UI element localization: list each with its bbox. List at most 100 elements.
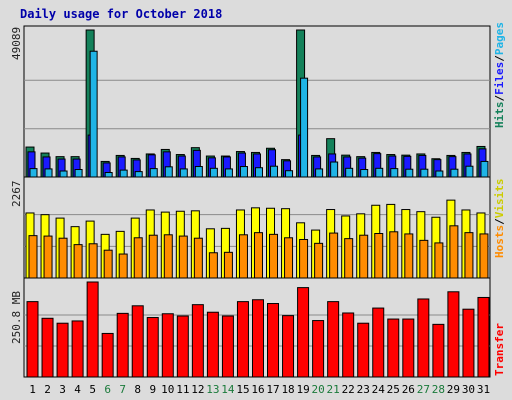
bar-hosts-day-30 xyxy=(464,232,474,279)
bar-transfer-day-18 xyxy=(282,315,295,378)
bar-transfer-day-25 xyxy=(387,318,400,378)
bar-transfer-day-29 xyxy=(447,291,460,378)
day-label-21: 21 xyxy=(327,383,340,396)
day-label-13: 13 xyxy=(206,383,219,396)
bar-transfer-day-28 xyxy=(432,323,445,378)
day-label-3: 3 xyxy=(59,383,66,396)
bar-pages-day-22 xyxy=(345,167,354,178)
bar-pages-day-11 xyxy=(179,168,188,178)
day-label-28: 28 xyxy=(432,383,445,396)
day-label-29: 29 xyxy=(447,383,460,396)
bar-hosts-day-11 xyxy=(178,235,188,279)
bar-hosts-day-26 xyxy=(404,233,414,279)
day-label-20: 20 xyxy=(312,383,325,396)
bar-pages-day-15 xyxy=(239,166,248,178)
day-axis-labels: 1 2 3 4 5 6 7 8 9 10 11 12 13 14 15 16 17 18 19 20 21 22 23 24 2… xyxy=(29,383,490,396)
bar-transfer-day-12 xyxy=(191,304,204,378)
bar-hosts-day-1 xyxy=(28,235,38,279)
day-label-24: 24 xyxy=(372,383,386,396)
bottom-panel-bars xyxy=(26,281,490,378)
day-label-22: 22 xyxy=(342,383,355,396)
bar-transfer-day-6 xyxy=(101,332,114,378)
legend-pages: Pages xyxy=(493,22,506,55)
bar-hosts-day-16 xyxy=(253,232,263,279)
bar-pages-day-16 xyxy=(254,167,263,178)
bar-hosts-day-8 xyxy=(133,237,143,279)
bar-hosts-day-28 xyxy=(434,242,444,279)
bar-transfer-day-9 xyxy=(146,317,159,378)
bar-hosts-day-29 xyxy=(449,225,459,279)
top-panel: 49089 Hits/Files/Pages xyxy=(10,22,506,178)
bar-pages-day-4 xyxy=(74,169,83,178)
bar-transfer-day-23 xyxy=(357,322,370,378)
day-label-6: 6 xyxy=(104,383,111,396)
bar-transfer-day-2 xyxy=(41,317,54,378)
bar-hosts-day-25 xyxy=(389,231,399,279)
day-label-25: 25 xyxy=(387,383,400,396)
bar-pages-day-25 xyxy=(390,168,399,178)
bar-pages-day-19 xyxy=(300,77,309,178)
day-label-17: 17 xyxy=(266,383,279,396)
bar-pages-day-5 xyxy=(89,50,98,178)
bar-transfer-day-1 xyxy=(26,301,39,378)
mid-scale-label: 2267 xyxy=(10,181,23,208)
day-label-5: 5 xyxy=(89,383,96,396)
bar-hosts-day-20 xyxy=(314,242,324,279)
bottom-panel: 250.8 MB Transfer xyxy=(10,277,506,378)
day-label-27: 27 xyxy=(417,383,430,396)
bar-transfer-day-21 xyxy=(327,301,340,378)
bar-transfer-day-14 xyxy=(221,315,234,378)
bar-hosts-day-13 xyxy=(208,252,218,279)
day-label-8: 8 xyxy=(134,383,141,396)
bar-pages-day-3 xyxy=(59,170,68,178)
bar-transfer-day-10 xyxy=(161,313,174,378)
day-label-9: 9 xyxy=(149,383,156,396)
bar-hosts-day-6 xyxy=(103,249,113,279)
bar-transfer-day-5 xyxy=(86,281,99,378)
day-label-19: 19 xyxy=(296,383,309,396)
bar-transfer-day-11 xyxy=(176,315,189,378)
hosts-visits-legend: Hosts/Visits xyxy=(493,179,506,259)
bar-hosts-day-14 xyxy=(223,251,233,279)
top-scale-label: 49089 xyxy=(10,27,23,60)
bar-hosts-day-27 xyxy=(419,239,429,279)
bar-transfer-day-22 xyxy=(342,312,355,378)
bar-pages-day-8 xyxy=(134,171,143,178)
bar-hosts-day-9 xyxy=(148,234,158,279)
bar-transfer-day-20 xyxy=(312,320,325,378)
top-panel-frame xyxy=(23,25,491,178)
bar-pages-day-13 xyxy=(209,167,218,178)
day-label-16: 16 xyxy=(251,383,264,396)
legend-hits: Hits xyxy=(493,102,506,129)
bar-hosts-day-31 xyxy=(479,233,489,279)
bar-pages-day-7 xyxy=(119,169,128,178)
bar-transfer-day-26 xyxy=(402,318,415,378)
day-label-26: 26 xyxy=(402,383,415,396)
bar-hosts-day-19 xyxy=(299,238,309,279)
bar-hosts-day-5 xyxy=(88,243,98,279)
legend-sep-3: / xyxy=(493,218,506,225)
bar-transfer-day-8 xyxy=(131,305,144,378)
middle-panel: 2267 Hosts/Visits xyxy=(10,176,506,279)
bar-transfer-day-27 xyxy=(417,298,430,378)
bar-transfer-day-17 xyxy=(267,303,280,378)
day-label-23: 23 xyxy=(357,383,370,396)
legend-sep-1: / xyxy=(493,95,506,102)
day-label-18: 18 xyxy=(281,383,294,396)
bar-hosts-day-18 xyxy=(284,237,294,279)
day-label-1: 1 xyxy=(29,383,36,396)
chart-title: Daily usage for October 2018 xyxy=(20,7,222,21)
bar-transfer-day-30 xyxy=(462,308,475,378)
bar-pages-day-14 xyxy=(224,168,233,178)
transfer-legend: Transfer xyxy=(493,323,506,376)
bar-hosts-day-12 xyxy=(193,237,203,279)
bar-transfer-day-24 xyxy=(372,307,385,378)
top-panel-grid xyxy=(24,79,490,130)
bar-pages-day-27 xyxy=(420,168,429,178)
bar-hosts-day-15 xyxy=(238,234,248,279)
legend-hosts: Hosts xyxy=(493,225,506,258)
bar-pages-day-9 xyxy=(149,168,158,178)
bar-hosts-day-4 xyxy=(73,244,83,279)
bar-pages-day-2 xyxy=(44,168,53,178)
